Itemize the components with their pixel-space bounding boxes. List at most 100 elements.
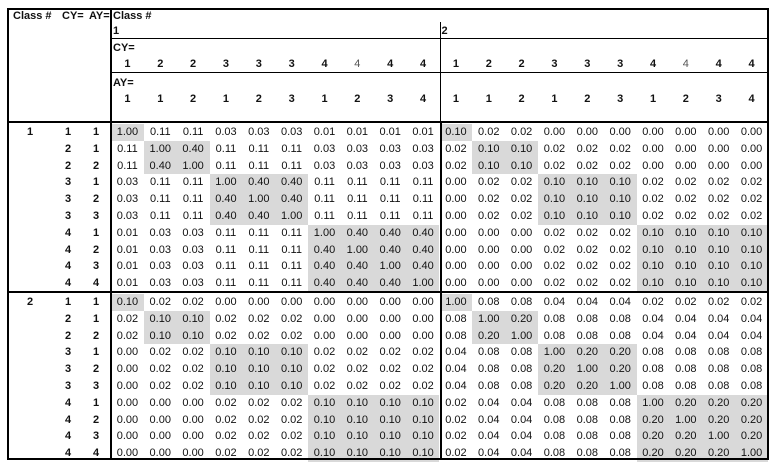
row-ay-label: 3 xyxy=(92,380,100,392)
table-cell: 0.40 xyxy=(209,208,243,225)
table-cell: 0.00 xyxy=(313,312,336,325)
table-cell: 0.11 xyxy=(248,277,270,290)
table-cell: 0.02 xyxy=(478,210,500,222)
table-cell: 0.02 xyxy=(576,142,599,155)
table-cell: 0.00 xyxy=(149,430,171,443)
table-cell: 0.02 xyxy=(445,142,467,155)
table-cell: 0.40 xyxy=(275,191,309,208)
table-cell: 0.08 xyxy=(510,346,533,359)
table-cell: 0.02 xyxy=(346,363,369,376)
table-cell: 0.02 xyxy=(215,413,237,426)
table-cell: 0.08 xyxy=(510,296,533,308)
table-cell: 0.02 xyxy=(740,176,763,189)
table-cell: 0.02 xyxy=(412,380,434,392)
table-cell: 0.02 xyxy=(708,176,730,189)
cy-column-header: 4 xyxy=(649,58,657,70)
table-cell: 0.10 xyxy=(439,124,473,141)
table-cell: 1.00 xyxy=(439,294,473,311)
table-cell: 1.00 xyxy=(176,157,210,175)
table-cell: 0.40 xyxy=(373,241,407,259)
table-cell: 0.20 xyxy=(636,428,670,446)
table-cell: 0.02 xyxy=(510,176,533,189)
table-cell: 0.10 xyxy=(275,344,309,362)
ay-column-header: 2 xyxy=(190,93,197,105)
table-cell: 0.11 xyxy=(281,260,302,273)
row-cy-label: 4 xyxy=(64,396,72,409)
table-cell: 0.02 xyxy=(280,329,303,342)
table-cell: 0.00 xyxy=(445,277,467,290)
table-cell: 0.40 xyxy=(406,224,440,242)
table-cell: 0.00 xyxy=(445,210,467,222)
row-class-label: 1 xyxy=(26,126,34,138)
table-cell: 0.11 xyxy=(347,176,368,189)
table-border-left xyxy=(7,8,9,460)
table-cell: 0.00 xyxy=(445,226,467,239)
corner-ay-header: AY= xyxy=(89,10,110,22)
row-ay-label: 2 xyxy=(92,159,100,172)
table-cell: 0.10 xyxy=(242,344,276,362)
table-cell: 0.02 xyxy=(609,226,631,239)
table-cell: 1.00 xyxy=(406,275,440,292)
table-cell: 0.03 xyxy=(182,277,204,290)
table-cell: 0.40 xyxy=(308,241,341,259)
table-cell: 0.00 xyxy=(445,193,467,206)
table-cell: 0.02 xyxy=(740,210,763,222)
table-cell: 0.10 xyxy=(406,411,440,429)
table-cell: 0.00 xyxy=(740,142,763,155)
table-cell: 0.00 xyxy=(116,430,139,443)
ay-column-header: 2 xyxy=(682,93,689,105)
table-cell: 0.01 xyxy=(116,277,139,290)
class-number-header: 1 xyxy=(113,25,120,37)
table-cell: 0.11 xyxy=(248,142,270,155)
row-cy-label: 2 xyxy=(64,159,72,172)
table-cell: 0.10 xyxy=(406,394,440,412)
class-divider-header xyxy=(440,22,441,38)
table-cell: 0.04 xyxy=(478,413,500,426)
table-cell: 0.02 xyxy=(248,396,270,409)
table-cell: 0.10 xyxy=(143,310,177,328)
table-cell: 0.40 xyxy=(373,224,407,242)
row-ay-label: 2 xyxy=(92,329,100,342)
table-cell: 0.40 xyxy=(242,174,276,192)
table-cell: 0.02 xyxy=(675,176,697,189)
table-cell: 0.00 xyxy=(379,296,401,308)
table-cell: 0.02 xyxy=(543,226,566,239)
table-cell: 0.04 xyxy=(675,312,697,325)
table-cell: 0.00 xyxy=(379,329,401,342)
table-cell: 1.00 xyxy=(111,124,144,141)
row-cy-label: 4 xyxy=(64,413,72,426)
table-cell: 0.03 xyxy=(116,193,139,206)
row-ay-label: 4 xyxy=(92,277,100,290)
table-cell: 0.02 xyxy=(609,243,631,256)
row-ay-label: 1 xyxy=(92,142,100,155)
table-cell: 0.04 xyxy=(478,447,500,460)
table-cell: 0.00 xyxy=(149,413,171,426)
table-cell: 0.04 xyxy=(576,296,599,308)
table-cell: 1.00 xyxy=(702,428,736,446)
table-cell: 0.10 xyxy=(275,378,309,395)
table-cell: 0.40 xyxy=(275,174,309,192)
table-cell: 0.08 xyxy=(708,363,730,376)
ay-column-header: 3 xyxy=(387,93,394,105)
row-cy-label: 2 xyxy=(64,312,72,325)
ay-column-header: 1 xyxy=(124,93,131,105)
ay-column-header: 1 xyxy=(649,93,657,105)
row-ay-label: 1 xyxy=(92,296,100,308)
row-cy-label: 1 xyxy=(64,126,72,138)
table-cell: 0.00 xyxy=(510,277,533,290)
table-cell: 0.11 xyxy=(347,210,368,222)
table-cell: 1.00 xyxy=(570,361,604,378)
table-cell: 0.02 xyxy=(280,396,303,409)
table-cell: 0.04 xyxy=(510,447,533,460)
cy-column-header: 2 xyxy=(518,58,525,70)
table-cell: 0.00 xyxy=(116,413,139,426)
cy-column-header: 4 xyxy=(354,58,361,70)
table-cell: 0.04 xyxy=(740,312,763,325)
table-cell: 0.08 xyxy=(740,380,763,392)
row-cy-label: 3 xyxy=(64,176,72,189)
table-cell: 0.02 xyxy=(116,312,139,325)
table-cell: 0.08 xyxy=(478,363,500,376)
table-cell: 0.02 xyxy=(215,312,237,325)
table-cell: 0.11 xyxy=(248,243,270,256)
ay-column-header: 1 xyxy=(157,93,164,105)
